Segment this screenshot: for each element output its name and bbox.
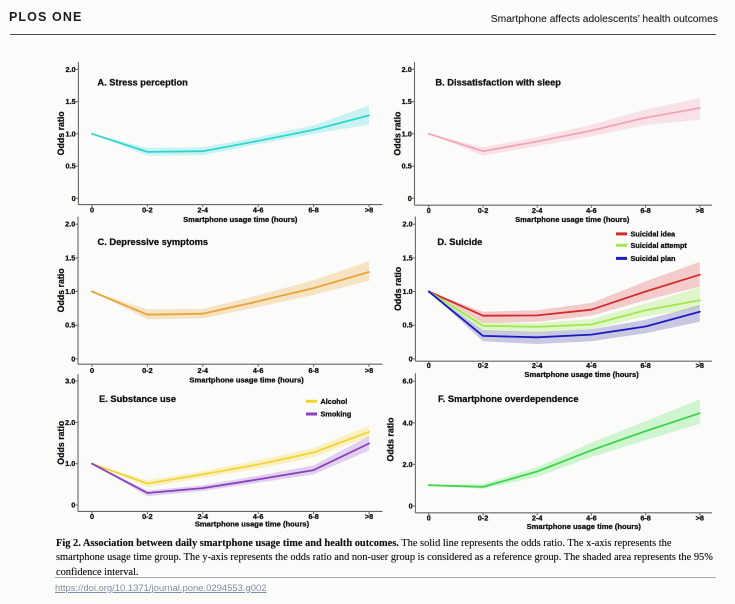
svg-text:0-2: 0-2 (142, 512, 153, 521)
svg-text:0.5: 0.5 (65, 321, 75, 330)
svg-text:Suicidal plan: Suicidal plan (631, 254, 676, 263)
svg-text:Smartphone usage time (hours): Smartphone usage time (hours) (527, 522, 642, 531)
svg-text:1.0: 1.0 (65, 459, 75, 468)
svg-text:2-4: 2-4 (198, 366, 209, 375)
svg-text:Odds ratio: Odds ratio (56, 268, 66, 313)
svg-text:6-8: 6-8 (640, 206, 651, 215)
svg-text:1.0: 1.0 (402, 129, 412, 138)
svg-text:0: 0 (72, 194, 76, 203)
svg-text:2.0: 2.0 (65, 418, 75, 427)
svg-text:6.0: 6.0 (403, 377, 413, 386)
svg-text:C. Depressive symptoms: C. Depressive symptoms (98, 237, 209, 247)
svg-text:2.0: 2.0 (66, 65, 76, 74)
svg-text:1.5: 1.5 (65, 253, 75, 262)
svg-text:Smartphone usage time (hours): Smartphone usage time (hours) (183, 215, 298, 224)
svg-text:6-8: 6-8 (640, 513, 651, 522)
svg-text:0: 0 (90, 366, 94, 375)
svg-text:4-6: 4-6 (253, 366, 264, 375)
svg-text:>8: >8 (365, 366, 373, 375)
svg-text:1.5: 1.5 (402, 97, 412, 106)
svg-text:4-6: 4-6 (253, 512, 264, 521)
svg-text:Smartphone usage time (hours): Smartphone usage time (hours) (515, 215, 630, 224)
svg-text:2.0: 2.0 (403, 460, 413, 469)
svg-text:0: 0 (90, 206, 94, 215)
svg-text:>8: >8 (696, 206, 704, 215)
svg-text:4-6: 4-6 (586, 206, 597, 215)
svg-text:0: 0 (409, 502, 413, 511)
svg-text:6-8: 6-8 (308, 512, 319, 521)
svg-text:0: 0 (408, 194, 412, 203)
svg-text:0-2: 0-2 (142, 206, 153, 215)
svg-text:0: 0 (427, 206, 431, 215)
svg-text:0: 0 (71, 501, 75, 510)
svg-text:Odds ratio: Odds ratio (56, 111, 66, 156)
svg-text:6-8: 6-8 (308, 206, 319, 215)
svg-text:0-2: 0-2 (478, 361, 489, 370)
svg-text:Odds ratio: Odds ratio (392, 111, 402, 156)
svg-text:D. Suicide: D. Suicide (437, 237, 482, 247)
svg-text:6-8: 6-8 (308, 366, 319, 375)
svg-text:0-2: 0-2 (142, 366, 153, 375)
svg-text:B. Dissatisfaction with sleep: B. Dissatisfaction with sleep (435, 78, 561, 88)
svg-text:Odds ratio: Odds ratio (386, 417, 396, 462)
svg-text:2-4: 2-4 (198, 512, 209, 521)
svg-text:0.5: 0.5 (403, 321, 413, 330)
svg-text:4-6: 4-6 (253, 206, 264, 215)
svg-text:1.0: 1.0 (65, 287, 75, 296)
svg-text:Suicidal idea: Suicidal idea (631, 230, 677, 239)
svg-text:>8: >8 (365, 206, 373, 215)
svg-text:Smartphone usage time (hours): Smartphone usage time (hours) (189, 376, 304, 385)
svg-text:2.0: 2.0 (402, 65, 412, 74)
svg-text:1.5: 1.5 (403, 253, 413, 262)
svg-text:4-6: 4-6 (586, 361, 597, 370)
svg-text:Smoking: Smoking (321, 410, 352, 419)
svg-text:>8: >8 (696, 513, 704, 522)
svg-text:A. Stress perception: A. Stress perception (97, 78, 188, 88)
svg-text:0: 0 (427, 513, 431, 522)
svg-text:2-4: 2-4 (198, 206, 209, 215)
svg-text:Smartphone usage time (hours): Smartphone usage time (hours) (524, 370, 639, 379)
svg-text:2-4: 2-4 (532, 361, 543, 370)
svg-text:1.0: 1.0 (66, 129, 76, 138)
svg-text:Odds ratio: Odds ratio (56, 420, 66, 465)
svg-text:0-2: 0-2 (478, 513, 489, 522)
svg-text:Alcohol: Alcohol (321, 397, 348, 406)
svg-text:F. Smartphone overdependence: F. Smartphone overdependence (438, 394, 579, 404)
svg-text:Smartphone usage time (hours): Smartphone usage time (hours) (195, 520, 310, 529)
svg-text:6-8: 6-8 (640, 361, 651, 370)
svg-text:2-4: 2-4 (532, 513, 543, 522)
svg-text:4-6: 4-6 (586, 513, 597, 522)
svg-text:0-2: 0-2 (478, 206, 489, 215)
svg-text:0.5: 0.5 (402, 162, 412, 171)
svg-text:1.5: 1.5 (66, 97, 76, 106)
svg-text:0: 0 (71, 354, 75, 363)
svg-text:Odds ratio: Odds ratio (393, 266, 403, 311)
svg-text:>8: >8 (696, 361, 704, 370)
svg-text:E. Substance use: E. Substance use (99, 394, 176, 404)
svg-text:2.0: 2.0 (65, 220, 75, 229)
svg-text:>8: >8 (365, 512, 373, 521)
svg-text:Suicidal attempt: Suicidal attempt (631, 241, 688, 250)
svg-text:2.0: 2.0 (403, 220, 413, 229)
svg-text:0.5: 0.5 (66, 162, 76, 171)
svg-text:1.0: 1.0 (403, 287, 413, 296)
svg-text:0: 0 (409, 354, 413, 363)
svg-text:2-4: 2-4 (532, 206, 543, 215)
svg-text:4.0: 4.0 (403, 418, 413, 427)
svg-text:0: 0 (90, 512, 94, 521)
svg-text:3.0: 3.0 (65, 377, 75, 386)
svg-text:0: 0 (427, 361, 431, 370)
